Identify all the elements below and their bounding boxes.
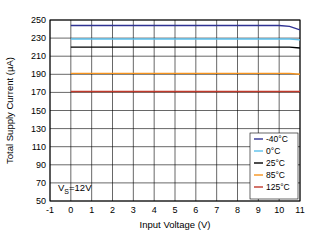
legend-label: 125°C bbox=[266, 182, 290, 192]
y-tick-label: 90 bbox=[36, 160, 46, 170]
legend-label: 85°C bbox=[266, 170, 285, 180]
plot-frame bbox=[50, 20, 300, 201]
legend: -40°C 0°C 25°C 85°C 125°C bbox=[250, 133, 298, 199]
legend-label: -40°C bbox=[266, 134, 288, 144]
y-tick-label: 190 bbox=[31, 69, 46, 79]
legend-swatch bbox=[254, 150, 263, 151]
y-tick-label: 210 bbox=[31, 51, 46, 61]
x-tick-label: 11 bbox=[295, 205, 304, 215]
annotation-rest: =12V bbox=[69, 182, 92, 193]
y-tick-label: 170 bbox=[31, 87, 46, 97]
series-line bbox=[71, 91, 300, 92]
y-grid-line bbox=[50, 92, 300, 93]
y-grid-line bbox=[50, 128, 300, 129]
grid bbox=[50, 20, 300, 201]
legend-swatch bbox=[254, 186, 263, 187]
x-tick-label: 6 bbox=[193, 205, 198, 215]
x-tick-label: 7 bbox=[214, 205, 219, 215]
annotation: VS=12V bbox=[58, 182, 92, 195]
y-tick-label: 110 bbox=[32, 142, 46, 152]
y-tick-label: 230 bbox=[31, 33, 46, 43]
x-tick-label: 8 bbox=[235, 205, 240, 215]
series-line bbox=[71, 46, 300, 48]
legend-swatch bbox=[254, 162, 263, 163]
series-group bbox=[71, 25, 300, 91]
x-tick-label: 9 bbox=[256, 205, 261, 215]
chart: -1 0 1 2 3 4 5 6 7 8 9 10 11 50 70 90 110 130 150 170 190 210… bbox=[0, 0, 321, 243]
y-tick-label: 150 bbox=[31, 106, 46, 116]
y-tick-label: 70 bbox=[36, 178, 46, 188]
y-axis-label: Total Supply Current (µA) bbox=[4, 57, 15, 164]
series-line bbox=[71, 38, 300, 40]
legend-swatch bbox=[254, 174, 263, 175]
x-tick-label: 2 bbox=[110, 205, 115, 215]
x-tick-label: 1 bbox=[89, 205, 94, 215]
y-grid-line bbox=[50, 110, 300, 111]
legend-swatch bbox=[254, 138, 263, 139]
y-grid-line bbox=[50, 74, 300, 75]
x-tick-label: 10 bbox=[274, 205, 284, 215]
series-line bbox=[71, 73, 300, 75]
legend-label: 0°C bbox=[266, 146, 280, 156]
y-tick-label: 50 bbox=[36, 196, 46, 206]
y-grid-line bbox=[50, 56, 300, 57]
x-tick-label: 3 bbox=[131, 205, 136, 215]
x-tick-label: 4 bbox=[152, 205, 157, 215]
x-axis-label: Input Voltage (V) bbox=[140, 219, 211, 230]
legend-label: 25°C bbox=[266, 158, 285, 168]
legend-box bbox=[250, 133, 298, 199]
x-tick-label: 5 bbox=[172, 205, 177, 215]
series-line bbox=[71, 25, 300, 30]
x-tick-label: -1 bbox=[46, 205, 54, 215]
x-tick-label: 0 bbox=[68, 205, 73, 215]
y-tick-label: 250 bbox=[31, 15, 46, 25]
y-tick-label: 130 bbox=[31, 124, 46, 134]
